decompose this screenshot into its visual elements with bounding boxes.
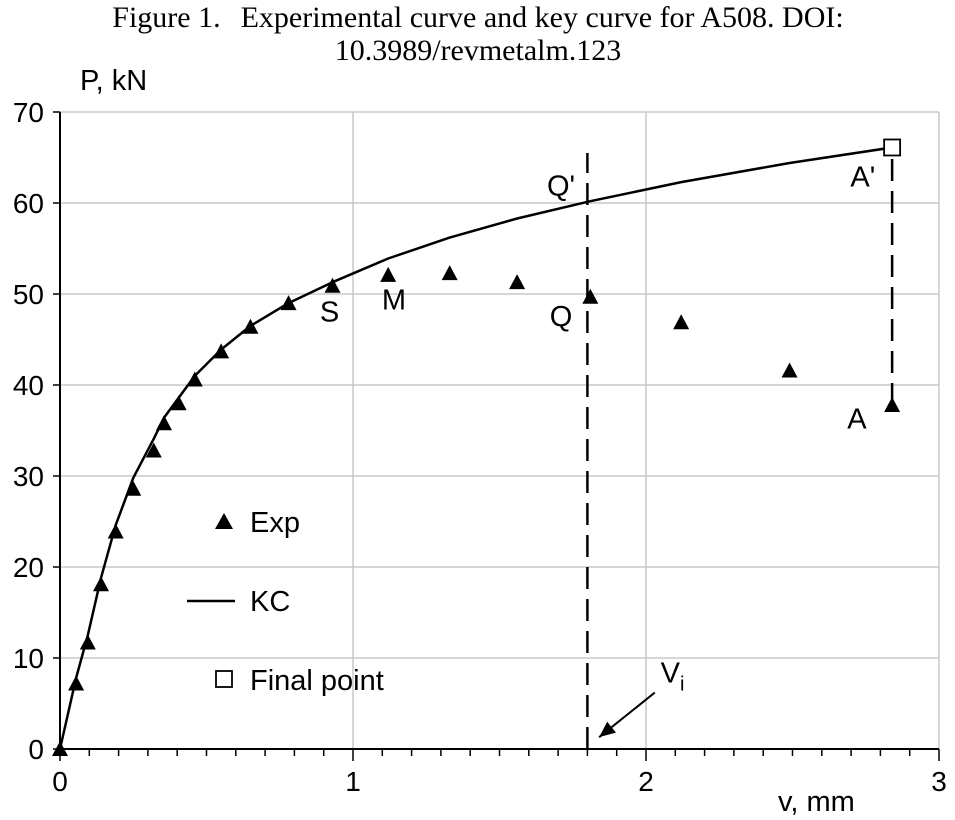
plot-axes [59, 112, 939, 750]
exp-point [884, 397, 901, 413]
legend-label-kc: KC [250, 586, 290, 618]
figure-label: Figure 1. [112, 1, 220, 34]
exp-point [186, 371, 203, 387]
figure-caption-line1: Figure 1. Experimental curve and key curv… [112, 1, 843, 34]
exp-point [324, 277, 341, 293]
legend-triangle-icon [215, 513, 233, 529]
vi-annotation: Vi [598, 658, 685, 738]
y-tick-label: 50 [13, 279, 44, 310]
y-tick-label: 60 [13, 188, 44, 219]
exp-point [441, 265, 458, 281]
final-point-marker [883, 138, 902, 157]
exp-point [52, 741, 68, 756]
figure-caption-text: Experimental curve and key curve for A50… [241, 1, 844, 34]
exp-point [582, 288, 599, 304]
y-tick-label: 40 [13, 370, 44, 401]
exp-point [242, 318, 259, 334]
y-tick-label: 70 [13, 97, 44, 128]
y-tick-label: 0 [28, 734, 44, 765]
point-label: S [320, 296, 339, 328]
vi-label: Vi [661, 658, 685, 696]
exp-point [79, 634, 96, 650]
legend-item-final-point: Final point [215, 665, 384, 697]
exp-point [145, 442, 162, 458]
y-axis-ticks: 0 10 20 30 40 50 60 70 [13, 97, 60, 765]
point-label: M [382, 284, 406, 316]
y-tick-label: 10 [13, 643, 44, 674]
kc-curve [58, 146, 893, 750]
point-annotations: S M Q Q' A' A [320, 162, 875, 436]
point-label: Q' [547, 171, 575, 203]
final-point [883, 138, 902, 157]
plot-gridlines [60, 111, 940, 749]
exp-point [170, 395, 187, 411]
exp-point [107, 523, 124, 539]
exp-point [673, 314, 690, 330]
exp-point [509, 274, 526, 290]
legend-item-kc: KC [187, 586, 290, 618]
dashed-guide-lines [586, 147, 894, 749]
exp-point [93, 576, 110, 592]
vi-arrowhead [599, 721, 616, 738]
y-tick-label: 20 [13, 552, 44, 583]
exp-point [280, 295, 297, 311]
legend-item-exp: Exp [215, 507, 300, 539]
x-tick-label: 0 [52, 766, 68, 797]
point-label: Q [550, 301, 573, 333]
point-label: A [847, 404, 867, 436]
exp-markers [52, 265, 901, 756]
kc-line [58, 146, 893, 750]
exp-point [380, 266, 397, 282]
x-tick-label: 2 [638, 766, 654, 797]
exp-point [781, 362, 798, 378]
exp-point [156, 415, 173, 431]
legend-square-icon [215, 670, 233, 688]
y-tick-label: 30 [13, 461, 44, 492]
exp-point [68, 675, 85, 691]
legend-label-final-point: Final point [250, 665, 384, 697]
exp-point [213, 343, 230, 359]
exp-point [125, 480, 142, 496]
legend: Exp KC Final point [187, 507, 384, 697]
figure-caption-line2: 10.3989/revmetalm.123 [335, 34, 622, 67]
x-tick-label: 3 [931, 766, 947, 797]
x-tick-label: 1 [345, 766, 361, 797]
legend-label-exp: Exp [250, 507, 300, 539]
x-axis-label: v, mm [778, 786, 855, 818]
point-label: A' [850, 162, 875, 194]
y-axis-label: P, kN [80, 65, 147, 97]
